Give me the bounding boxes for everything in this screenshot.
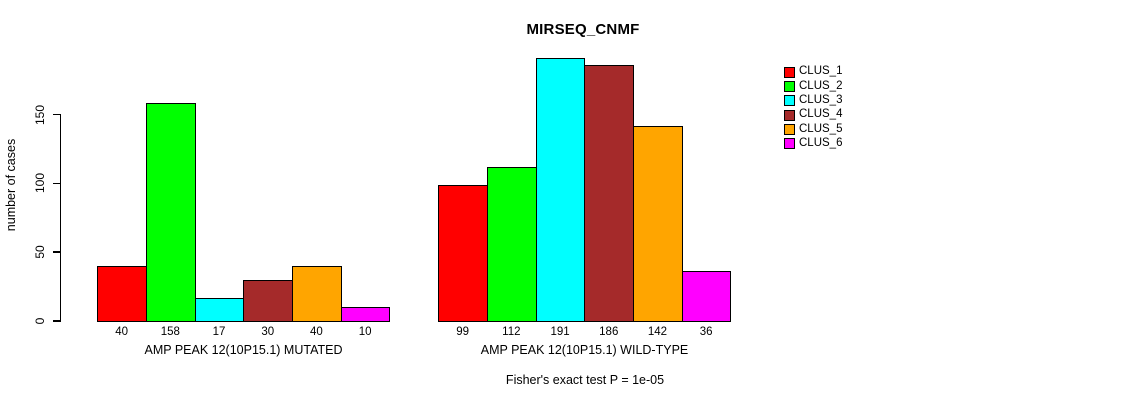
bar-clus_6-mutated bbox=[340, 307, 391, 322]
bar-clus_3-wildtype bbox=[535, 58, 586, 322]
y-tick-label: 0 bbox=[33, 317, 47, 325]
legend-item: CLUS_6 bbox=[784, 137, 842, 151]
y-axis-title: number of cases bbox=[4, 138, 18, 232]
y-tick-mark bbox=[53, 182, 61, 185]
legend-swatch-clus_6 bbox=[784, 138, 795, 150]
legend-label: CLUS_3 bbox=[799, 94, 843, 107]
legend-swatch-clus_3 bbox=[784, 95, 795, 107]
legend-label: CLUS_6 bbox=[799, 137, 843, 150]
bar-value-label: 36 bbox=[699, 326, 713, 338]
legend-item: CLUS_3 bbox=[784, 94, 842, 108]
x-axis-label-mutated: AMP PEAK 12(10P15.1) MUTATED bbox=[144, 343, 343, 357]
bar-clus_4-mutated bbox=[243, 279, 294, 322]
legend-item: CLUS_1 bbox=[784, 65, 842, 79]
bar-clus_1-wildtype bbox=[438, 184, 488, 322]
bar-clus_5-wildtype bbox=[633, 125, 683, 322]
chart-title: MIRSEQ_CNMF bbox=[526, 21, 640, 38]
bar-clus_2-mutated bbox=[146, 103, 196, 322]
bar-clus_1-mutated bbox=[97, 265, 147, 322]
bar-value-label: 40 bbox=[310, 326, 323, 338]
y-tick-mark bbox=[53, 320, 61, 322]
x-axis-label-wildtype: AMP PEAK 12(10P15.1) WILD-TYPE bbox=[480, 343, 689, 357]
bar-clus_3-mutated bbox=[194, 297, 245, 322]
legend-item: CLUS_4 bbox=[784, 108, 842, 122]
legend-item: CLUS_2 bbox=[784, 79, 842, 93]
y-tick-label: 100 bbox=[33, 173, 47, 194]
legend-label: CLUS_1 bbox=[799, 65, 843, 78]
bar-clus_2-wildtype bbox=[487, 166, 537, 322]
fisher-test-note: Fisher's exact test P = 1e-05 bbox=[505, 373, 665, 387]
bar-value-label: 99 bbox=[456, 326, 470, 338]
bar-value-label: 142 bbox=[647, 326, 668, 338]
y-axis-line bbox=[59, 114, 61, 322]
legend-label: CLUS_4 bbox=[799, 108, 843, 121]
y-tick-label: 150 bbox=[33, 104, 47, 125]
bar-value-label: 17 bbox=[212, 326, 226, 338]
bar-value-label: 191 bbox=[550, 326, 570, 338]
y-tick-mark bbox=[53, 251, 61, 253]
bar-value-label: 40 bbox=[115, 326, 129, 338]
legend-item: CLUS_5 bbox=[784, 122, 842, 136]
bar-value-label: 30 bbox=[261, 326, 275, 338]
legend-swatch-clus_4 bbox=[784, 109, 795, 121]
bar-clus_5-mutated bbox=[292, 265, 342, 322]
bar-clus_6-wildtype bbox=[681, 271, 732, 322]
legend-swatch-clus_5 bbox=[784, 123, 795, 135]
legend-label: CLUS_2 bbox=[799, 79, 843, 92]
legend: CLUS_1 CLUS_2 CLUS_3 CLUS_4 CLUS_5 CLUS_6 bbox=[784, 65, 842, 151]
y-tick-mark bbox=[53, 113, 61, 116]
bar-clus_4-wildtype bbox=[584, 64, 635, 322]
y-tick-label: 50 bbox=[33, 245, 47, 259]
bar-value-label: 10 bbox=[358, 326, 372, 338]
legend-swatch-clus_2 bbox=[784, 80, 795, 92]
bar-value-label: 186 bbox=[599, 326, 619, 338]
bar-value-label: 158 bbox=[160, 326, 180, 338]
legend-label: CLUS_5 bbox=[799, 122, 843, 135]
legend-swatch-clus_1 bbox=[784, 66, 795, 78]
bar-value-label: 112 bbox=[502, 326, 521, 338]
